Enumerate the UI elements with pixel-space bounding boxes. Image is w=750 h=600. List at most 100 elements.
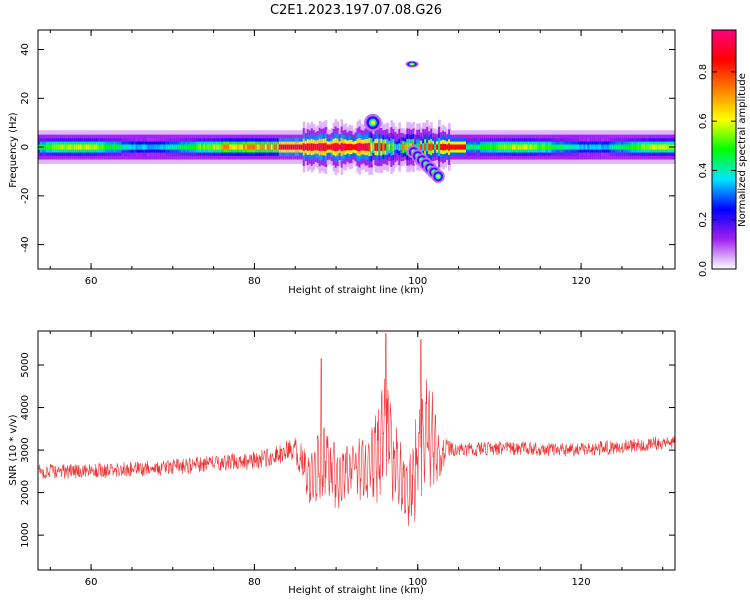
spectrogram-cell <box>268 144 272 150</box>
spectrogram-cell <box>318 143 322 152</box>
spectrogram-cell <box>551 144 555 150</box>
spectrogram-cell <box>591 144 594 150</box>
spectrogram-cell <box>320 143 324 151</box>
spectrogram-cell <box>191 144 194 150</box>
spectrogram-cell <box>330 144 334 150</box>
spectrogram-cell <box>615 144 618 150</box>
spectrogram-cell <box>109 144 113 150</box>
spectrogram-cell <box>205 144 208 150</box>
spectrogram-cell <box>334 142 338 152</box>
spectrogram-cell <box>159 144 163 150</box>
spectrogram-cell <box>213 144 216 150</box>
spectrogram-cell <box>67 144 71 150</box>
spectrogram-cell <box>456 144 459 150</box>
spectrogram-cell <box>595 144 598 150</box>
spectrogram-cell <box>300 144 304 150</box>
spectrogram-cell <box>649 144 652 150</box>
snr-y-tick-label: 5000 <box>20 352 31 377</box>
spectrogram-cell <box>237 144 240 150</box>
spectrogram-cell <box>519 144 523 150</box>
spectrogram-cell <box>583 144 587 150</box>
spectrogram-cell <box>647 144 650 150</box>
spectrogram-cell <box>481 144 485 150</box>
spectrogram-cell <box>346 144 350 151</box>
spectrogram-cell <box>326 144 330 150</box>
spectrogram-cell <box>404 144 407 150</box>
spectrogram-cell <box>310 143 314 151</box>
spectrogram-cell <box>517 144 521 150</box>
spectrogram-cell <box>587 144 591 150</box>
spectrogram-cell <box>621 144 624 150</box>
spectrogram-cell <box>559 144 563 150</box>
spectrogram-cell <box>173 144 176 150</box>
spectrogram-cell <box>219 144 222 150</box>
spectrogram-cell <box>233 144 236 150</box>
spectrogram-cell <box>247 144 250 150</box>
spectrogram-cell <box>493 144 497 150</box>
spectrogram-cell <box>659 144 662 150</box>
spectrogram-cell <box>153 144 157 150</box>
spectrogram-cell <box>338 144 342 150</box>
spectrogram-cell <box>241 144 244 150</box>
spectrogram-cell <box>479 144 483 150</box>
spectrogram-cell <box>440 144 443 151</box>
spectrogram-cell <box>418 143 421 151</box>
spectrogram-cell <box>631 144 634 150</box>
spectrogram-cell <box>296 144 300 150</box>
spectrogram-cell <box>125 144 129 150</box>
spectrogram-cell <box>392 143 395 151</box>
spectrogram-cell <box>667 144 670 150</box>
spectrogram-cell <box>364 143 368 151</box>
snr-x-tick-label: 100 <box>408 577 427 588</box>
spectrogram-lower-streak <box>436 174 440 178</box>
spectrogram-cell <box>366 143 370 151</box>
spectrogram-cell <box>87 144 91 150</box>
spectrogram-cell <box>71 144 75 150</box>
spectrogram-cell <box>292 144 296 150</box>
spectrogram-cell <box>547 144 551 150</box>
spectrogram-cell <box>342 143 346 151</box>
spectrogram-cell <box>450 144 453 150</box>
spectrogram-cell <box>284 144 288 150</box>
snr-x-tick-label: 80 <box>248 577 261 588</box>
spectrogram-cell <box>127 144 131 150</box>
colorbar-tick-label: 0.6 <box>698 113 709 129</box>
spectrogram-cell <box>442 143 445 151</box>
colorbar-ticks: 0.0 0.2 0.4 0.6 0.8 <box>698 64 736 277</box>
spectrogram-cell <box>382 143 385 151</box>
spectrogram-cell <box>585 144 589 150</box>
spectrogram-cell <box>619 144 622 150</box>
spectrogram-x-tick-label: 80 <box>248 276 261 287</box>
spectrogram-cell <box>553 144 557 150</box>
spectrogram-frame <box>37 29 676 270</box>
spectrogram-cell <box>324 142 328 152</box>
spectrogram-cell <box>539 144 543 150</box>
spectrogram-cell <box>609 144 612 150</box>
spectrogram-cell <box>328 144 332 150</box>
spectrogram-cell <box>101 144 105 150</box>
spectrogram-cell <box>73 144 77 150</box>
spectrogram-cell <box>344 143 348 151</box>
spectrogram-cell <box>298 144 302 150</box>
spectrogram-cell <box>243 144 246 150</box>
spectrogram-cell <box>571 144 575 150</box>
spectrogram-x-tick-label: 120 <box>572 276 591 287</box>
spectrogram-cell <box>511 144 515 150</box>
spectrogram-cell <box>61 144 65 150</box>
spectrogram-cell <box>663 144 666 150</box>
spectrogram-image <box>38 60 675 183</box>
spectrogram-cell <box>105 144 109 150</box>
spectrogram-cell <box>239 144 242 150</box>
spectrogram-cell <box>565 144 569 150</box>
spectrogram-cell <box>402 144 405 150</box>
snr-y-axis-label: SNR (10 * v/v) <box>8 414 19 485</box>
snr-x-axis-label: Height of straight line (km) <box>288 585 424 596</box>
spectrogram-cell <box>611 144 614 150</box>
spectrogram-cell <box>531 144 535 150</box>
spectrogram-cell <box>332 143 336 151</box>
spectrogram-cell <box>527 144 531 150</box>
spectrogram-x-axis-label: Height of straight line (km) <box>288 285 424 296</box>
spectrogram-cell <box>250 144 254 150</box>
spectrogram-cell <box>390 142 393 152</box>
